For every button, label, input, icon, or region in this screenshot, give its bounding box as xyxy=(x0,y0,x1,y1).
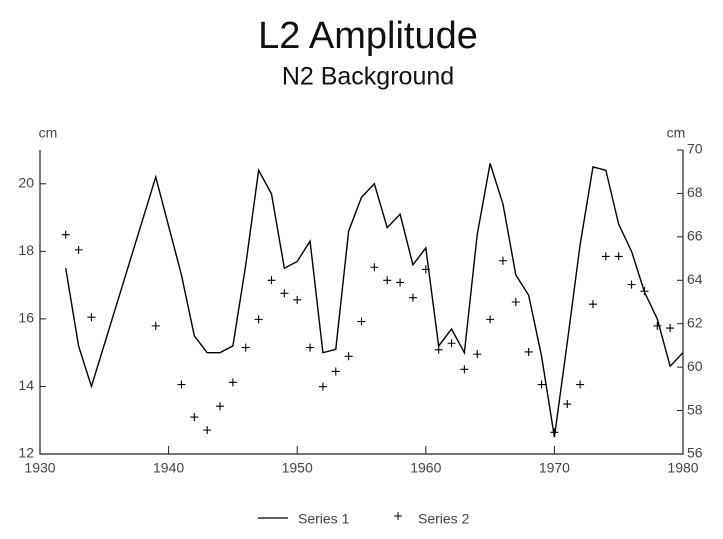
series-point xyxy=(383,276,392,285)
x-tick-label: 1970 xyxy=(539,460,570,476)
y2-tick-label: 68 xyxy=(687,184,703,200)
series-point xyxy=(421,265,430,274)
y2-tick-label: 64 xyxy=(687,271,703,287)
chart-subtitle: N2 Background xyxy=(282,63,454,91)
x-tick-label: 1950 xyxy=(282,460,313,476)
chart-title: L2 Amplitude xyxy=(258,15,478,57)
series-point xyxy=(61,230,70,239)
series-point xyxy=(357,317,366,326)
series-point xyxy=(331,367,340,376)
y2-tick-label: 60 xyxy=(687,358,703,374)
series-point xyxy=(524,347,533,356)
y-tick-label: 12 xyxy=(18,445,34,461)
series-point xyxy=(627,280,636,289)
axes xyxy=(39,150,684,455)
series-point xyxy=(447,339,456,348)
series-point xyxy=(511,298,520,306)
y-tick-label: 16 xyxy=(18,310,34,326)
y2-tick-label: 62 xyxy=(687,314,703,330)
y2-tick-label: 56 xyxy=(687,445,703,461)
series-point xyxy=(460,365,469,374)
series-point xyxy=(396,278,405,287)
series-point xyxy=(666,324,675,333)
series-line xyxy=(65,163,684,438)
series-point xyxy=(267,276,276,285)
x-tick-label: 1940 xyxy=(153,460,184,476)
series-point xyxy=(640,287,649,296)
y-tick-label: 14 xyxy=(18,377,34,393)
y-tick-label: 20 xyxy=(18,174,34,190)
series-point xyxy=(87,313,96,322)
series-point xyxy=(498,256,507,265)
series-point xyxy=(280,289,289,298)
series-point xyxy=(190,413,199,422)
series-point xyxy=(318,382,327,391)
series-point xyxy=(408,293,417,302)
series-point xyxy=(576,380,585,389)
y-tick-label: 18 xyxy=(18,242,34,258)
legend-label: Series 2 xyxy=(418,511,470,527)
series-point xyxy=(537,380,546,389)
series-point xyxy=(241,343,250,352)
series-point xyxy=(601,252,610,261)
series-point xyxy=(486,315,495,324)
series-point xyxy=(216,402,225,411)
series-point xyxy=(370,263,379,272)
series-point xyxy=(563,400,572,409)
series-point xyxy=(614,252,623,261)
series-point xyxy=(151,321,160,330)
series-point xyxy=(306,343,315,352)
series-point xyxy=(228,378,237,387)
series-point xyxy=(344,352,353,361)
series-point xyxy=(473,350,482,359)
y2-tick-label: 66 xyxy=(687,228,703,244)
series-point xyxy=(434,345,443,354)
x-tick-label: 1960 xyxy=(410,460,441,476)
legend-swatch xyxy=(394,512,402,520)
series-point xyxy=(653,321,662,330)
series-point xyxy=(588,300,597,309)
series-point xyxy=(203,426,212,435)
series-point xyxy=(293,295,302,304)
series-point xyxy=(177,380,186,389)
y2-tick-label: 70 xyxy=(687,141,703,157)
series-point xyxy=(254,315,263,324)
x-tick-label: 1980 xyxy=(667,460,698,476)
y2-tick-label: 58 xyxy=(687,401,703,417)
series-point xyxy=(74,245,83,254)
y-axis-label: cm xyxy=(39,125,58,141)
legend-label: Series 1 xyxy=(298,511,350,527)
series-point xyxy=(550,428,559,437)
y2-axis-label: cm xyxy=(667,125,686,141)
x-tick-label: 1930 xyxy=(24,460,55,476)
